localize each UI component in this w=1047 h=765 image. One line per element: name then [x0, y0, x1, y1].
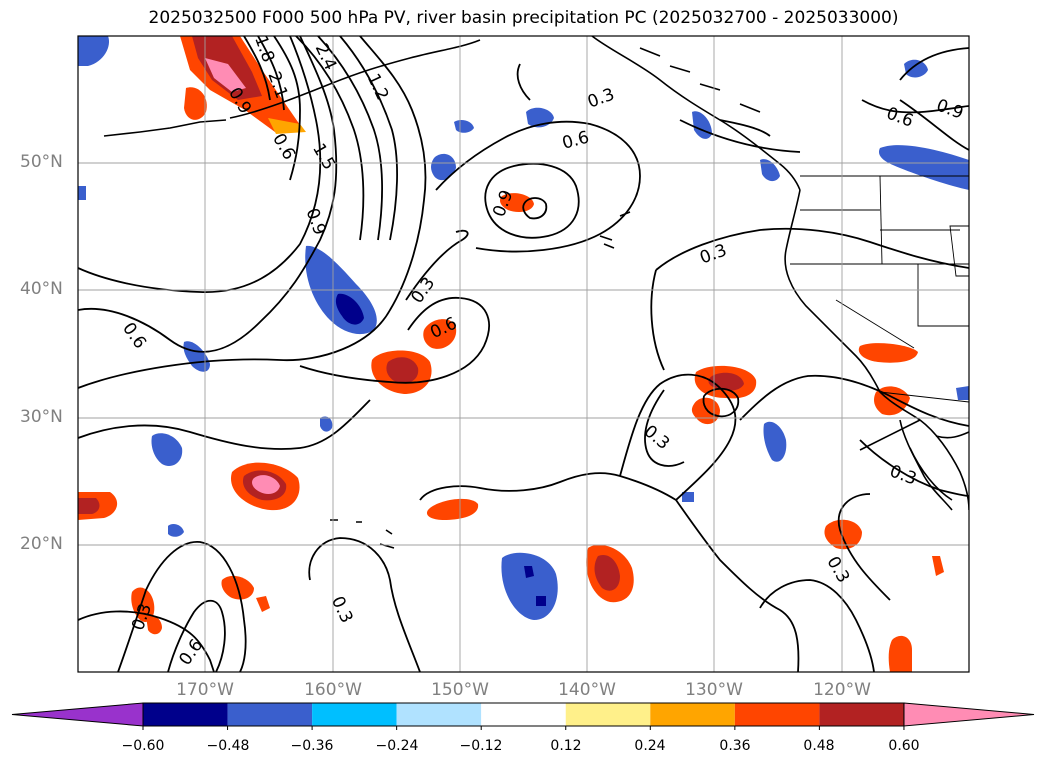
colorbar-tick-label: 0.48	[803, 738, 835, 754]
colorbar-frame	[142, 702, 905, 727]
colorbar-tick-label: −0.48	[206, 738, 250, 754]
colorbar-segment	[312, 703, 397, 726]
lat-label-20n: 20°N	[20, 534, 63, 554]
coastlines	[103, 36, 969, 549]
colorbar-tick-label: −0.60	[121, 738, 165, 754]
map-title: 2025032500 F000 500 hPa PV, river basin …	[148, 8, 899, 28]
lon-label-130w: 130°W	[685, 680, 743, 700]
colorbar-tick-label: 0.60	[888, 738, 920, 754]
colorbar-tick-label: 0.36	[719, 738, 751, 754]
gridlines	[78, 36, 969, 672]
colorbar-extend-high	[903, 702, 1035, 727]
colorbar-tick-label: 0.24	[634, 738, 666, 754]
lon-label-150w: 150°W	[431, 680, 489, 700]
lon-label-140w: 140°W	[558, 680, 616, 700]
lat-label-30n: 30°N	[20, 407, 63, 427]
colorbar-extend-low	[11, 702, 144, 727]
colorbar-segment	[819, 703, 904, 726]
lon-label-160w: 160°W	[304, 680, 362, 700]
colorbar-tick-label: 0.12	[550, 738, 582, 754]
colorbar-tick-label: −0.12	[459, 738, 503, 754]
colorbar-tick-label: −0.36	[290, 738, 334, 754]
political-borders	[790, 175, 969, 403]
colorbar-segment	[565, 703, 651, 726]
colorbar-tick-label: −0.24	[375, 738, 419, 754]
lon-label-170w: 170°W	[176, 680, 234, 700]
lat-label-50n: 50°N	[20, 152, 63, 172]
colorbar-segment	[650, 703, 735, 726]
colorbar	[11, 702, 1035, 730]
map-frame	[77, 35, 970, 673]
colorbar-segment	[481, 703, 566, 726]
pv-contours	[78, 36, 969, 672]
lon-label-120w: 120°W	[813, 680, 871, 700]
colorbar-segment	[396, 703, 482, 726]
colorbar-segment	[227, 703, 313, 726]
precip-positive-areas	[78, 36, 944, 672]
colorbar-segment	[734, 703, 820, 726]
colorbar-segment	[143, 703, 228, 726]
lat-label-40n: 40°N	[20, 279, 63, 299]
